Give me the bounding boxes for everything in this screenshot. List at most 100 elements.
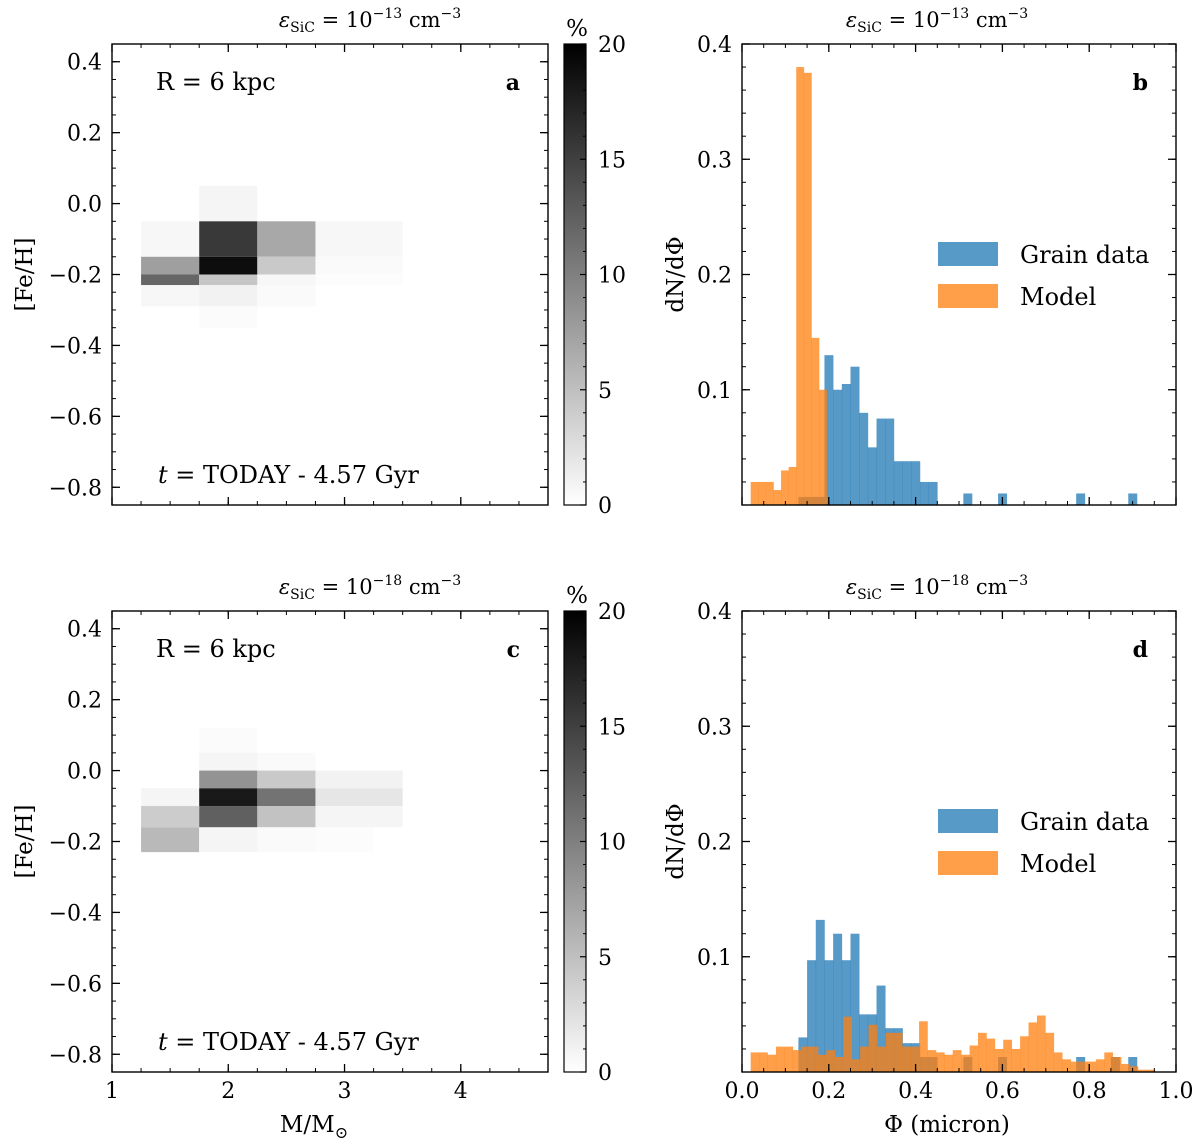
x-tick-label: 3 xyxy=(338,1079,352,1104)
heatmap-cell xyxy=(373,221,403,257)
histogram-bar xyxy=(1036,1015,1046,1072)
x-tick-label: 0.6 xyxy=(985,1079,1020,1104)
heatmap-cell xyxy=(199,274,258,286)
histogram-bar xyxy=(796,67,805,506)
heatmap-cell xyxy=(315,274,374,286)
heatmap-panel-c: 0.4 0.2 0.0 −0.2 −0.4 −0.6 −0.81 2 3 4 εSiC = 10−1… xyxy=(12,573,626,1142)
colorbar-tick-label: 5 xyxy=(598,379,612,404)
y-tick-label: −0.4 xyxy=(49,334,102,359)
histogram-bar xyxy=(784,1046,794,1072)
histogram-bar xyxy=(850,933,860,1072)
histogram-bar xyxy=(893,1032,903,1072)
y-tick-label: 0.3 xyxy=(697,715,732,740)
histogram-bar xyxy=(1104,1052,1114,1072)
heatmap-cell xyxy=(257,827,316,853)
heatmap-cell xyxy=(257,788,316,807)
y-axis-label: [Fe/H] xyxy=(12,804,38,878)
legend-swatch xyxy=(938,809,998,833)
panel-title-part: = 10 xyxy=(315,575,373,599)
y-tick-label: 0.1 xyxy=(697,379,732,404)
histogram-bar xyxy=(750,1052,760,1072)
histogram-bar xyxy=(758,481,767,505)
y-tick-label: −0.8 xyxy=(49,1043,102,1068)
panel-title-part: SiC xyxy=(290,587,315,603)
panel-title-part: cm xyxy=(402,575,440,599)
heatmap-cell xyxy=(257,806,316,828)
y-axis-label: dN/dΦ xyxy=(663,803,689,879)
axes-frame xyxy=(111,43,549,506)
histogram-bar xyxy=(809,1046,819,1072)
axes-frame xyxy=(741,43,1177,506)
histogram-bar xyxy=(867,447,877,505)
histogram-bar xyxy=(750,481,759,505)
histogram-bar xyxy=(1070,1061,1080,1072)
colorbar-tick-label: 5 xyxy=(598,946,612,971)
heatmap-cell xyxy=(373,274,403,286)
x-tick-label: 1.0 xyxy=(1159,1079,1194,1104)
histogram-bar xyxy=(765,481,774,505)
panel-title-part: = 10 xyxy=(882,8,940,32)
heatmap-cell xyxy=(315,256,374,275)
legend-swatch xyxy=(938,284,998,308)
histogram-bar xyxy=(978,1032,987,1072)
histogram-bar xyxy=(833,389,843,505)
histogram-bar xyxy=(1062,1059,1071,1072)
histogram-bar xyxy=(773,490,782,505)
histogram-bar xyxy=(759,1052,768,1072)
heatmap-cell xyxy=(315,806,374,828)
panel-title-part: = 10 xyxy=(315,8,373,32)
panel-title-part: cm xyxy=(969,575,1007,599)
histogram-bar xyxy=(994,1048,1004,1072)
legend-label: Grain data xyxy=(1020,241,1149,269)
panel-title-part: −18 xyxy=(373,573,403,589)
histogram-bar xyxy=(893,461,903,505)
histogram-bar xyxy=(1146,1069,1156,1072)
colorbar-tick-label: 20 xyxy=(598,600,626,625)
x-tick-label: 0.2 xyxy=(811,1079,846,1104)
histogram-bar xyxy=(961,1054,970,1072)
colorbar-tick-label: 10 xyxy=(598,831,626,856)
y-tick-label: −0.6 xyxy=(49,405,102,430)
panel-title-part: SiC xyxy=(857,20,882,36)
colorbar-tick-label: 0 xyxy=(598,1061,612,1086)
annotation-time: t = TODAY - 4.57 Gyr xyxy=(158,1028,419,1056)
panel-title-part: −3 xyxy=(1008,573,1029,589)
heatmap-cell xyxy=(199,770,258,789)
y-tick-label: 0.2 xyxy=(67,689,102,714)
histogram-bar xyxy=(1020,1036,1029,1072)
histogram-bar xyxy=(824,355,834,505)
axes-frame xyxy=(741,610,1177,1073)
y-tick-label: −0.8 xyxy=(49,476,102,501)
panel-title-part: ε xyxy=(279,575,290,599)
histogram-bar xyxy=(1079,1061,1088,1072)
heatmap-panel-a: 0.4 0.2 0.0 −0.2 −0.4 −0.6 −0.8 εSiC = 10−13 cm… xyxy=(12,6,626,519)
annotation-time-var: t xyxy=(158,1028,168,1056)
histogram-bar xyxy=(986,1038,996,1072)
colorbar-tick-label: 15 xyxy=(598,715,626,740)
panel-letter: a xyxy=(506,70,520,96)
heatmap-cell xyxy=(315,827,374,853)
x-axis-label-main: M/M xyxy=(280,1112,335,1138)
heatmap-cell xyxy=(141,827,200,853)
histogram-bar xyxy=(1095,1059,1105,1072)
x-tick-label: 4 xyxy=(454,1079,468,1104)
heatmap-cell xyxy=(199,185,258,222)
panel-letter: c xyxy=(507,637,520,663)
heatmap-cell xyxy=(141,221,200,257)
y-tick-label: 0.4 xyxy=(67,51,102,76)
histogram-bar xyxy=(834,1057,844,1072)
y-tick-label: 0.4 xyxy=(697,33,732,58)
heatmap-cell xyxy=(315,788,374,807)
panel-title-part: −13 xyxy=(940,6,970,22)
heatmap-cell xyxy=(141,256,200,275)
histogram-bar xyxy=(927,1050,937,1072)
x-tick-label: 2 xyxy=(221,1079,235,1104)
panel-title-part: = 10 xyxy=(882,575,940,599)
histogram-bar xyxy=(876,418,886,505)
colorbar-label: % xyxy=(566,16,588,42)
x-tick-label: 0.4 xyxy=(898,1079,933,1104)
histogram-bar xyxy=(1087,1061,1097,1072)
histogram-bar xyxy=(801,1046,810,1072)
histogram-bar xyxy=(788,466,797,505)
